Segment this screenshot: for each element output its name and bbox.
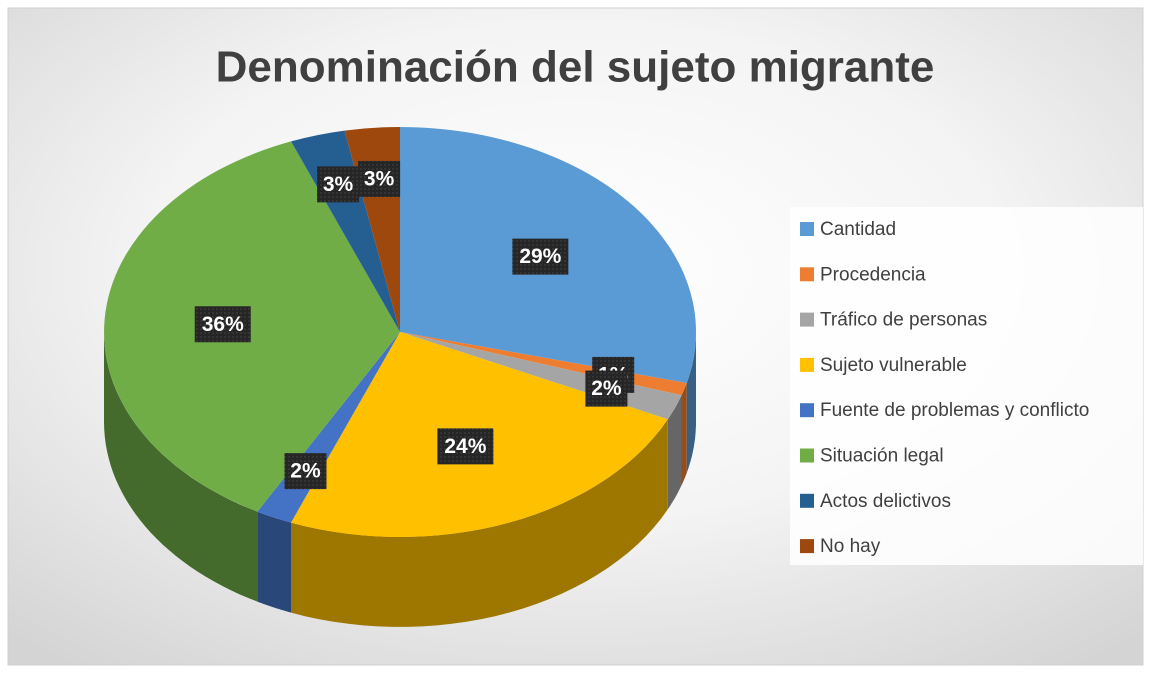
legend-label: Procedencia <box>820 264 926 285</box>
data-label: 2% <box>591 377 622 400</box>
legend-swatch <box>800 493 814 508</box>
legend-label: Fuente de problemas y conflicto <box>820 400 1089 421</box>
legend-swatch <box>800 222 814 236</box>
data-label-box <box>585 370 628 407</box>
legend-label: Cantidad <box>820 219 896 240</box>
pie-slice <box>104 141 401 512</box>
pie-side <box>667 395 682 510</box>
legend-swatch <box>800 357 814 372</box>
data-label: 36% <box>202 313 244 336</box>
pie-side <box>257 511 291 613</box>
chart-title: Denominación del sujeto migrante <box>216 43 935 92</box>
data-label-box <box>437 428 494 465</box>
data-label-box <box>284 453 327 490</box>
legend-box <box>790 207 1143 565</box>
pie-side <box>104 332 258 602</box>
legend-label: Actos delictivos <box>820 491 951 512</box>
data-label: 2% <box>290 460 321 483</box>
legend-swatch <box>800 539 814 554</box>
legend-swatch <box>800 448 814 463</box>
data-label-box <box>358 160 401 197</box>
data-label-box <box>194 306 251 343</box>
legend-swatch <box>800 312 814 327</box>
legend-label: Situación legal <box>820 446 944 467</box>
legend-label: Sujeto vulnerable <box>820 355 967 376</box>
legend-swatch <box>800 403 814 418</box>
legend-label: Tráfico de personas <box>820 310 987 331</box>
pie-side <box>686 332 696 473</box>
legend-label: No hay <box>820 536 881 557</box>
data-label: 3% <box>323 173 354 196</box>
pie-side <box>291 419 668 627</box>
data-label: 29% <box>519 245 561 268</box>
data-label: 3% <box>364 167 395 190</box>
pie-side <box>681 383 687 486</box>
data-label-box <box>512 238 569 275</box>
data-label-box <box>317 166 360 203</box>
data-label: 24% <box>444 435 486 458</box>
legend-swatch <box>800 267 814 282</box>
